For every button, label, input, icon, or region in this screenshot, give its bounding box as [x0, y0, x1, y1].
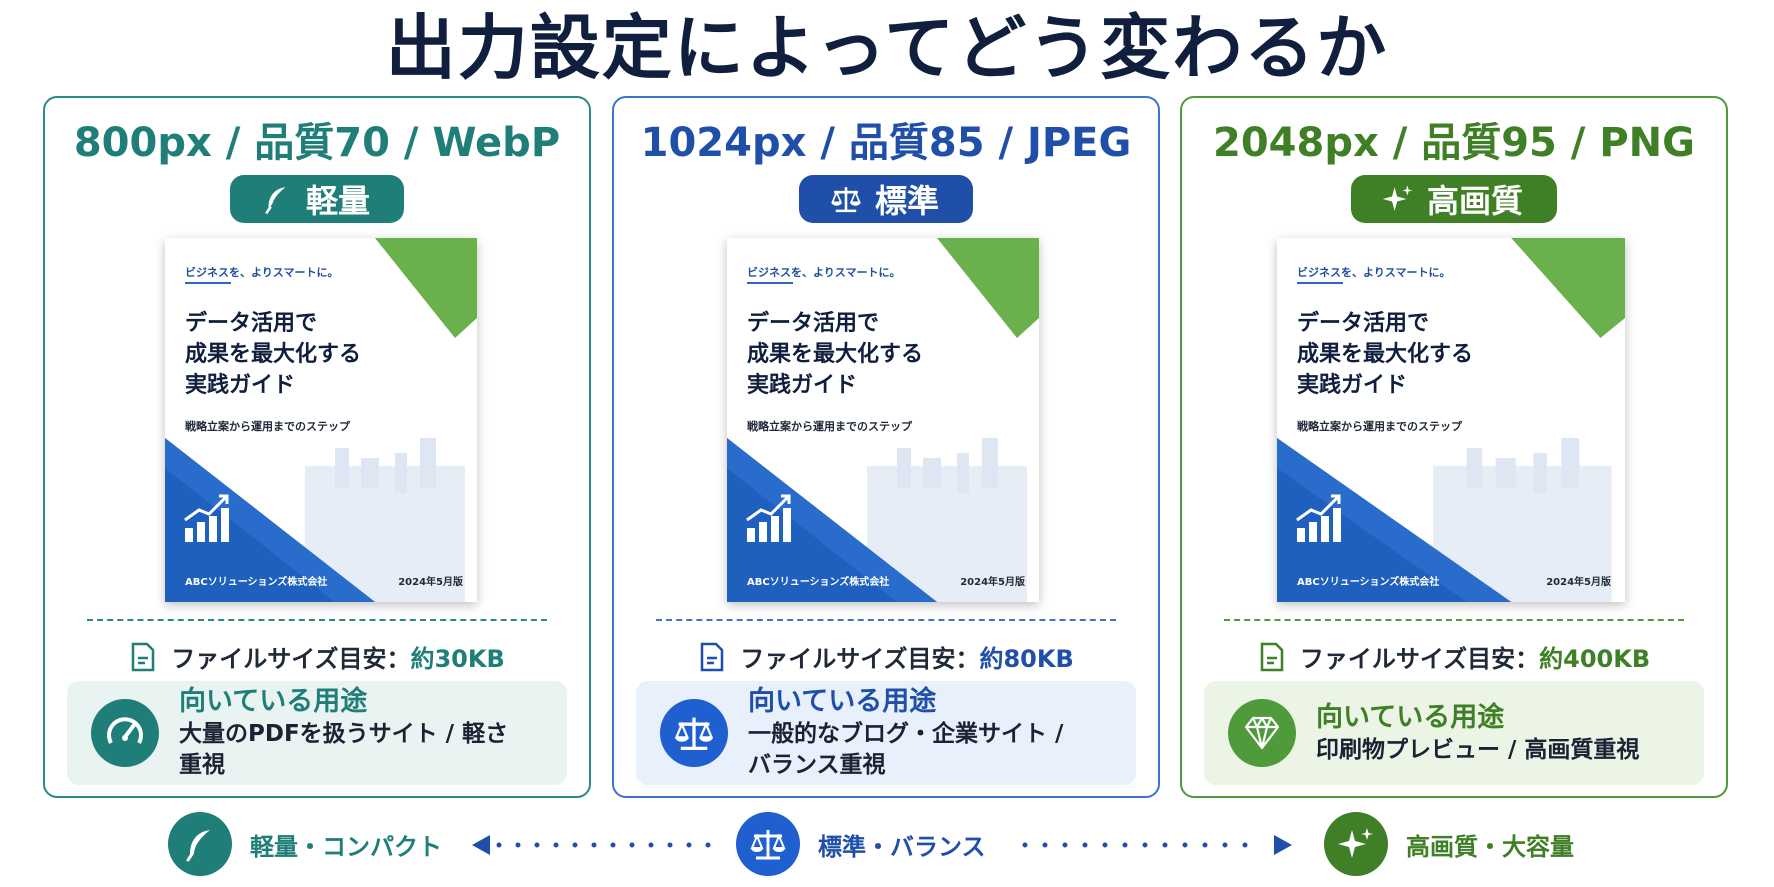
document-icon [1260, 642, 1284, 671]
feather-icon [265, 187, 286, 214]
cover-edition: 2024年5月版 [398, 577, 463, 588]
badge-label: 標準 [874, 182, 940, 220]
scale-icon [831, 187, 861, 213]
arrow-left-icon [472, 835, 490, 855]
cover-title-line: データ活用で [185, 311, 318, 336]
cover-title-line: データ活用で [747, 311, 880, 336]
spec-heading: 1024px / 品質85 / JPEG [640, 120, 1132, 166]
cover-tagline-rule [185, 282, 231, 284]
file-size-value: 約400KB [1539, 645, 1651, 673]
cover-title: データ活用で 成果を最大化する 実践ガイド [185, 308, 425, 401]
dotted-line-left [496, 842, 712, 848]
file-size-row: ファイルサイズ目安： 約80KB [614, 639, 1158, 674]
cover-company: ABCソリューションズ株式会社 [1297, 577, 1440, 588]
sparkle-icon [1382, 185, 1413, 211]
cover-subtitle: 戦略立案から運用までのステップ [1297, 420, 1462, 433]
cover-tagline: ビジネスを、よりスマートに。 [185, 266, 339, 279]
speedometer-icon [107, 717, 143, 744]
document-icon [700, 642, 724, 671]
growth-chart-icon [746, 494, 791, 542]
growth-chart-icon [184, 494, 229, 542]
scale-label: 高画質・大容量 [1406, 832, 1574, 861]
cover-title-line: 実践ガイド [747, 373, 858, 398]
cover-title: データ活用で 成果を最大化する 実践ガイド [747, 308, 987, 401]
cover-title-line: 実践ガイド [1297, 373, 1408, 398]
cover-title-line: 成果を最大化する [747, 342, 924, 367]
use-case-box: 向いている用途 印刷物プレビュー / 高画質重視 [1204, 681, 1704, 785]
use-icon-circle [1228, 699, 1296, 767]
cover-title-line: 成果を最大化する [1297, 342, 1474, 367]
cover-title-line: データ活用で [1297, 311, 1430, 336]
use-title: 向いている用途 [179, 686, 368, 717]
file-size-label: ファイルサイズ目安： [171, 645, 411, 673]
cover-subtitle: 戦略立案から運用までのステップ [747, 420, 912, 433]
cover-tagline-rule [747, 282, 793, 284]
growth-chart-icon [1296, 494, 1341, 542]
scale-icon-circle [168, 812, 232, 876]
arrow-right-icon [1274, 835, 1292, 855]
cover-title-line: 成果を最大化する [185, 342, 362, 367]
badge-label: 軽量 [305, 182, 371, 220]
use-icon-circle [91, 699, 159, 767]
setting-card-standard: 1024px / 品質85 / JPEG 標準 ビジネスを、よりスマートに。 デ… [612, 96, 1160, 798]
file-size-label: ファイルサイズ目安： [740, 645, 980, 673]
scale-icon-circle [736, 812, 800, 876]
divider [87, 619, 547, 621]
sample-cover-image: ビジネスを、よりスマートに。 データ活用で 成果を最大化する 実践ガイド 戦略立… [727, 238, 1039, 602]
cover-tagline-rule [1297, 282, 1343, 284]
use-title: 向いている用途 [748, 686, 937, 717]
cover-background [1277, 238, 1625, 602]
file-size-value: 約30KB [410, 645, 505, 673]
use-case-box: 向いている用途 大量のPDFを扱うサイト / 軽さ重視 [67, 681, 567, 785]
use-title: 向いている用途 [1316, 701, 1505, 733]
diamond-icon [1244, 716, 1280, 750]
cover-company: ABCソリューションズ株式会社 [185, 577, 328, 588]
file-size-label: ファイルサイズ目安： [1299, 645, 1540, 673]
cover-title-line: 実践ガイド [185, 373, 296, 398]
badge-high-quality: 高画質 [1350, 175, 1558, 223]
badge-label: 高画質 [1426, 182, 1524, 220]
scale-item-standard: 標準・バランス [736, 812, 986, 876]
scale-label: 標準・バランス [818, 832, 986, 861]
cover-tagline: ビジネスを、よりスマートに。 [747, 266, 901, 279]
spec-heading: 2048px / 品質95 / PNG [1213, 120, 1695, 166]
scale-icon [750, 830, 786, 860]
badge-light: 軽量 [229, 175, 405, 223]
cover-background [727, 238, 1039, 602]
sample-cover-image: ビジネスを、よりスマートに。 データ活用で 成果を最大化する 実践ガイド 戦略立… [165, 238, 477, 602]
spec-heading: 800px / 品質70 / WebP [73, 120, 561, 166]
setting-card-light: 800px / 品質70 / WebP 軽量 ビジネスを、よりスマートに。 デー… [43, 96, 591, 798]
use-description: 大量のPDFを扱うサイト / 軽さ重視 [179, 721, 509, 778]
feather-icon [186, 830, 210, 862]
scale-icon [674, 717, 714, 751]
cover-company: ABCソリューションズ株式会社 [747, 577, 890, 588]
use-icon-circle [660, 699, 728, 767]
setting-card-high-quality: 2048px / 品質95 / PNG 高画質 ビジネスを、よりスマートに。 デ… [1180, 96, 1728, 798]
use-description: 一般的なブログ・企業サイト / バランス重視 [748, 721, 1064, 778]
cover-background [165, 238, 477, 602]
scale-icon-circle [1324, 812, 1388, 876]
use-case-box: 向いている用途 一般的なブログ・企業サイト / バランス重視 [636, 681, 1136, 785]
cover-edition: 2024年5月版 [1546, 577, 1611, 588]
badge-standard: 標準 [798, 175, 974, 223]
sparkle-icon [1338, 828, 1373, 858]
file-size-row: ファイルサイズ目安： 約30KB [45, 639, 589, 674]
page-title: 出力設定によってどう変わるか [385, 7, 1389, 89]
quality-scale-bar: 軽量・コンパクト 標準・バランス 高画質・大容量 [0, 808, 1774, 880]
file-size-value: 約80KB [979, 645, 1074, 673]
cover-subtitle: 戦略立案から運用までのステップ [185, 420, 350, 433]
divider [1224, 619, 1684, 621]
sample-cover-image: ビジネスを、よりスマートに。 データ活用で 成果を最大化する 実践ガイド 戦略立… [1277, 238, 1625, 602]
cover-edition: 2024年5月版 [960, 577, 1025, 588]
file-size-row: ファイルサイズ目安： 約400KB [1182, 639, 1726, 674]
scale-item-high-quality: 高画質・大容量 [1324, 812, 1574, 876]
document-icon [131, 642, 155, 671]
dotted-line-right [1022, 842, 1268, 848]
use-description: 印刷物プレビュー / 高画質重視 [1316, 736, 1640, 763]
cover-tagline: ビジネスを、よりスマートに。 [1297, 266, 1451, 279]
scale-item-light: 軽量・コンパクト [168, 812, 442, 876]
cover-title: データ活用で 成果を最大化する 実践ガイド [1297, 308, 1537, 401]
scale-label: 軽量・コンパクト [250, 832, 442, 861]
divider [656, 619, 1116, 621]
